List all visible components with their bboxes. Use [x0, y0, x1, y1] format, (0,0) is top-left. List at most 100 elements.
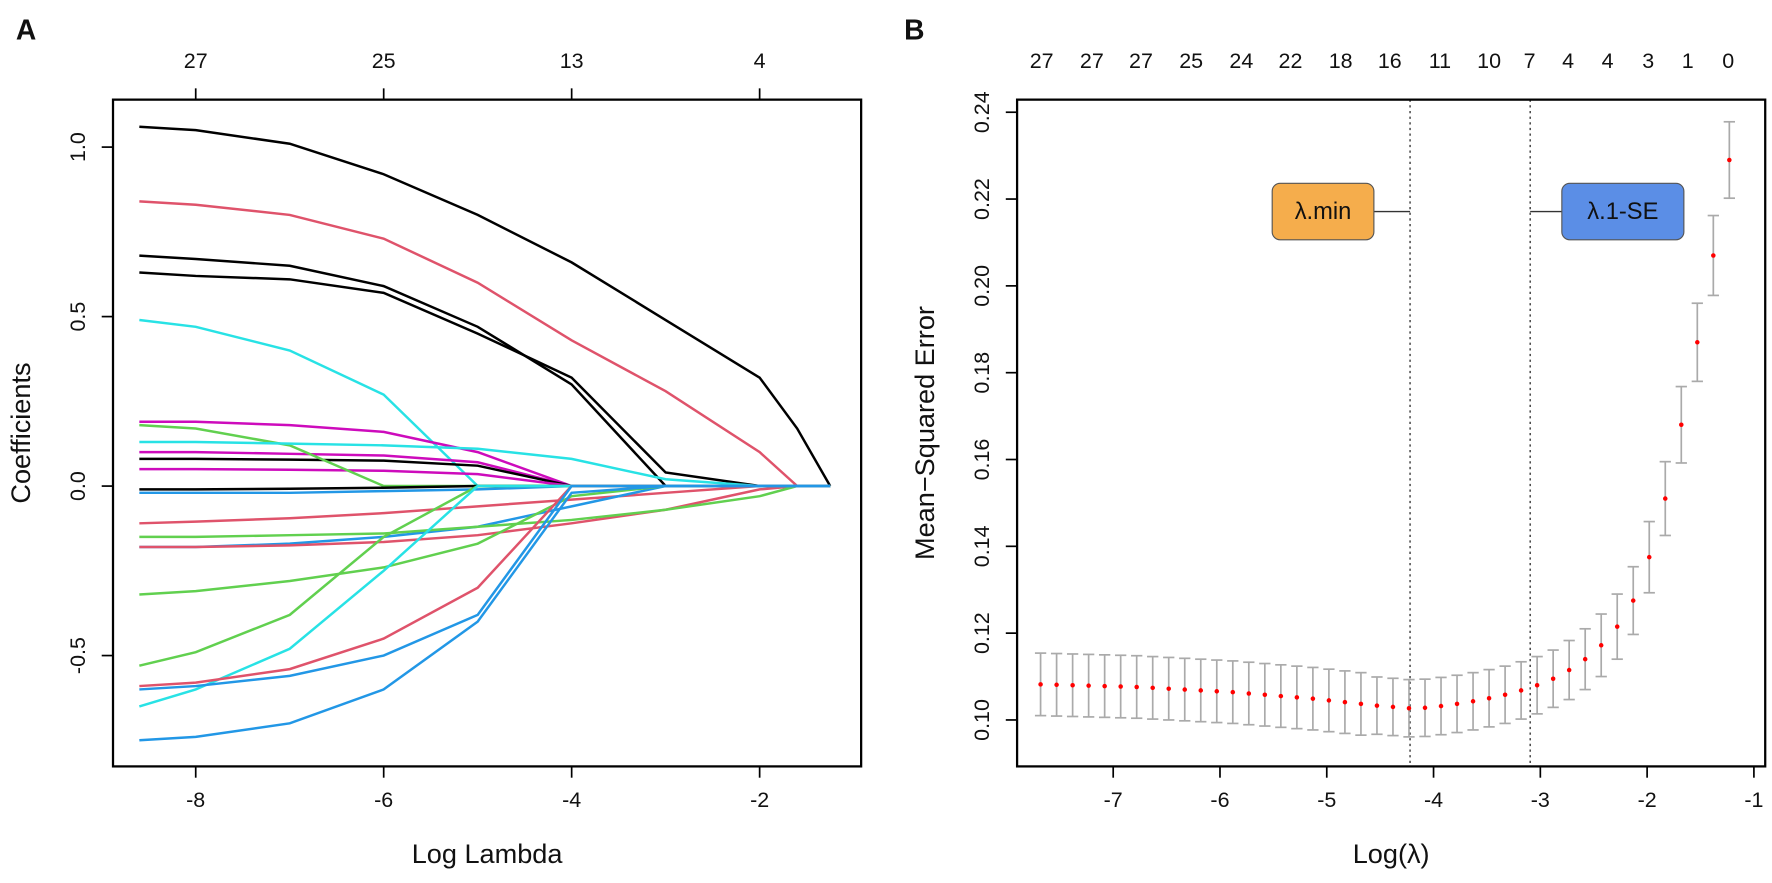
y-tick-label: 0.20: [970, 265, 994, 307]
x-axis-label: Log Lambda: [412, 838, 564, 869]
coefficient-path: [139, 484, 831, 667]
y-tick-label: 0.18: [970, 352, 994, 394]
mse-point: [1711, 253, 1716, 258]
coefficient-path: [139, 200, 831, 488]
y-tick-label: -0.5: [66, 637, 90, 674]
mse-point: [1727, 157, 1732, 163]
y-tick-label: 1.0: [66, 132, 90, 162]
top-tick-label: 13: [560, 49, 584, 73]
plot-frame: [111, 98, 863, 768]
top-tick-label: 27: [1030, 49, 1054, 73]
x-tick-label: -1: [1744, 788, 1763, 812]
mse-point: [1470, 699, 1476, 704]
mse-point: [1614, 624, 1620, 629]
plot-frame: [1015, 98, 1767, 768]
top-tick-label: 25: [372, 49, 396, 73]
y-axis-label: Mean−Squared Error: [909, 306, 940, 560]
annotation-box: [1561, 182, 1685, 241]
mse-point: [1390, 704, 1396, 710]
mse-point: [1438, 703, 1444, 709]
mse-point: [1566, 667, 1572, 673]
mse-point: [1086, 683, 1091, 688]
mse-point: [1518, 688, 1524, 693]
x-tick-label: -8: [186, 788, 205, 812]
top-tick-label: 7: [1524, 49, 1536, 73]
top-tick-label: 3: [1642, 49, 1654, 73]
mse-point: [1598, 643, 1604, 648]
mse-point: [1486, 695, 1492, 701]
top-tick-label: 22: [1279, 49, 1303, 73]
top-tick-label: 27: [1129, 49, 1153, 73]
top-tick-label: 10: [1477, 49, 1501, 73]
y-tick-label: 0.12: [970, 612, 994, 654]
coefficient-path: [139, 484, 831, 539]
mse-point: [1550, 676, 1556, 681]
x-tick-label: -2: [750, 788, 769, 812]
top-tick-label: 24: [1229, 49, 1253, 73]
mse-point: [1663, 496, 1668, 501]
mse-point: [1310, 696, 1316, 701]
mse-point: [1502, 692, 1508, 698]
top-tick-label: 4: [754, 49, 766, 73]
y-axis-label: Coefficients: [5, 362, 36, 503]
annotation-box: [1271, 182, 1375, 241]
mse-point: [1630, 598, 1636, 603]
coefficient-path: [139, 484, 831, 549]
y-tick-label: 0.0: [66, 471, 90, 501]
mse-point: [1038, 682, 1043, 687]
x-tick-label: -3: [1531, 788, 1550, 812]
coefficient-path: [139, 484, 831, 691]
x-tick-label: -4: [1424, 788, 1443, 812]
mse-point: [1342, 699, 1348, 705]
mse-point: [1374, 703, 1380, 708]
mse-point: [1294, 695, 1300, 700]
mse-point: [1182, 687, 1188, 692]
mse-point: [1166, 686, 1171, 691]
mse-point: [1134, 684, 1139, 690]
coefficient-path: [139, 125, 832, 487]
mse-point: [1214, 689, 1220, 694]
y-tick-label: 0.22: [970, 178, 994, 220]
x-axis-label: Log(λ): [1353, 838, 1430, 869]
x-tick-label: -4: [562, 788, 581, 812]
x-tick-label: -7: [1104, 788, 1123, 812]
mse-point: [1246, 691, 1252, 696]
y-tick-label: 0.16: [970, 439, 994, 481]
top-tick-label: 27: [1080, 49, 1104, 73]
y-tick-label: 0.5: [66, 302, 90, 332]
mse-point: [1406, 705, 1412, 711]
top-tick-label: 0: [1722, 49, 1734, 73]
mse-point: [1150, 685, 1155, 691]
coefficient-path: [139, 254, 831, 488]
coefficient-path: [139, 318, 831, 488]
mse-point: [1198, 688, 1204, 693]
panel-label: A: [16, 13, 36, 45]
mse-point: [1646, 554, 1652, 560]
annotation-text: λ.1-SE: [1587, 199, 1658, 225]
top-tick-label: 4: [1562, 49, 1574, 73]
mse-point: [1534, 682, 1540, 688]
mse-point: [1230, 689, 1236, 695]
mse-point: [1454, 701, 1460, 707]
mse-point: [1102, 683, 1107, 689]
y-tick-label: 0.10: [970, 699, 994, 741]
top-tick-label: 16: [1378, 49, 1402, 73]
x-tick-label: -6: [1210, 788, 1229, 812]
mse-point: [1422, 705, 1428, 711]
panel-label: B: [904, 13, 924, 45]
mse-point: [1054, 682, 1059, 688]
top-tick-label: 1: [1682, 49, 1694, 73]
coefficient-path: [139, 484, 831, 596]
mse-point: [1278, 693, 1284, 699]
y-tick-label: 0.14: [970, 525, 994, 567]
mse-point: [1358, 701, 1364, 707]
x-tick-label: -2: [1638, 788, 1657, 812]
coefficient-path: [139, 484, 831, 549]
top-tick-label: 4: [1602, 49, 1614, 73]
mse-point: [1118, 684, 1123, 689]
mse-point: [1326, 698, 1332, 703]
mse-point: [1262, 692, 1268, 698]
mse-point: [1582, 656, 1588, 662]
